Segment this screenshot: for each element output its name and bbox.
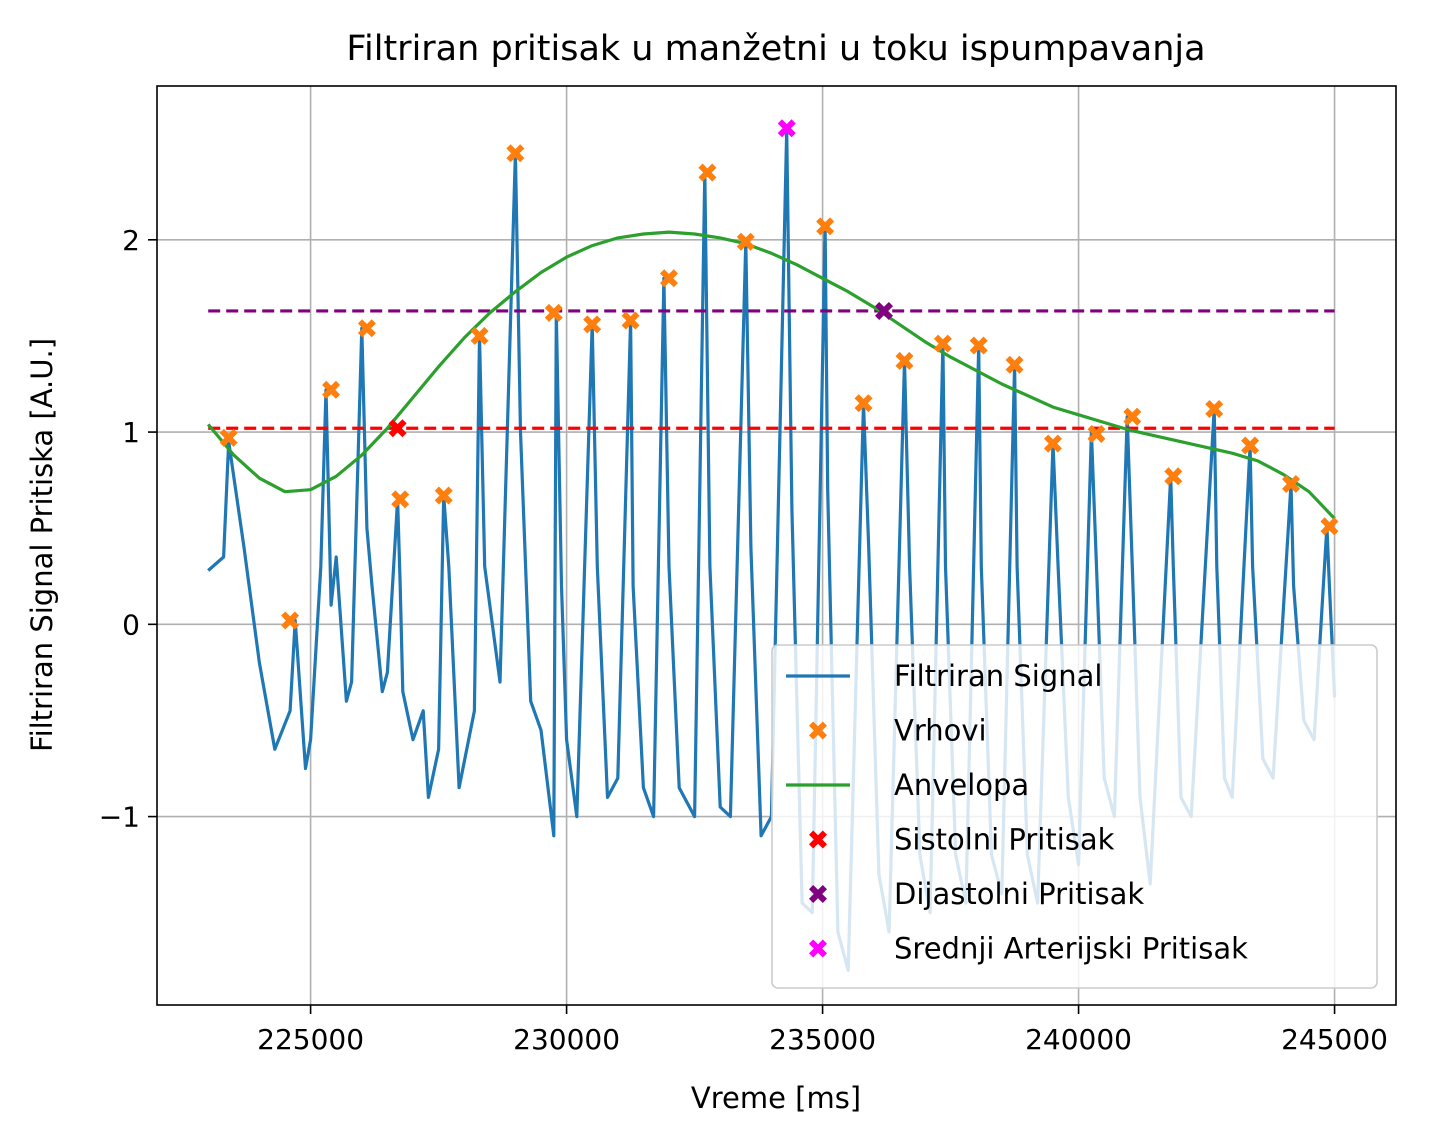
legend-x-swatch — [809, 830, 827, 849]
peak-marker — [621, 311, 640, 330]
peak-marker — [1123, 407, 1142, 426]
peak-marker — [1087, 424, 1106, 443]
legend-label: Anvelopa — [894, 768, 1029, 802]
peak-marker — [1282, 474, 1301, 493]
peak-marker — [659, 269, 678, 288]
peak-marker — [854, 394, 873, 413]
peak-marker — [544, 303, 563, 322]
map-marker — [777, 119, 796, 138]
peak-marker — [391, 490, 410, 509]
chart-title: Filtriran pritisak u manžetni u toku isp… — [346, 29, 1205, 69]
legend-label: Filtriran Signal — [894, 659, 1102, 693]
peak-marker — [1320, 517, 1339, 536]
y-axis-label: Filtriran Signal Pritiska [A.U.] — [25, 338, 59, 752]
legend-label: Sistolni Pritisak — [894, 823, 1115, 857]
legend: Filtriran Signal Vrhovi Anvelopa Sistolni P… — [771, 644, 1378, 989]
legend-label: Vrhovi — [894, 714, 987, 748]
diastolic-marker — [875, 301, 894, 320]
x-tick-label: 235000 — [769, 1023, 876, 1056]
axes: 225000 230000 235000 240000 245000 −1 0 1 2 — [99, 85, 1397, 1056]
legend-x-swatch — [809, 885, 827, 903]
peak-marker — [219, 428, 238, 447]
peak-marker — [895, 351, 914, 370]
y-tick-label: −1 — [99, 801, 140, 834]
legend-x-swatch — [809, 939, 827, 958]
peak-marker — [1241, 436, 1260, 455]
peak-marker — [1164, 467, 1183, 486]
peak-marker — [583, 315, 602, 334]
axes-frame — [156, 85, 1397, 1006]
peak-marker — [322, 380, 341, 399]
envelope-line — [206, 230, 1336, 520]
x-axis-label: Vreme [ms] — [691, 1081, 861, 1115]
legend-label: Dijastolni Pritisak — [894, 877, 1144, 911]
legend-box — [771, 644, 1378, 989]
peak-marker — [933, 334, 952, 353]
peak-marker — [969, 336, 988, 355]
peak-marker — [736, 232, 755, 251]
y-tick-label: 1 — [122, 416, 140, 449]
y-tick-label: 0 — [122, 608, 140, 641]
systolic-marker — [388, 419, 407, 438]
legend-x-swatch — [809, 721, 827, 740]
x-tick-label: 230000 — [513, 1023, 620, 1056]
peak-marker — [1205, 399, 1224, 418]
peak-marker — [698, 163, 717, 182]
peak-marker — [506, 144, 525, 163]
peak-marker — [281, 611, 300, 630]
peak-marker — [1005, 355, 1024, 374]
peak-marker — [1043, 434, 1062, 453]
peak-marker — [470, 326, 489, 345]
x-tick-label: 245000 — [1281, 1023, 1388, 1056]
legend-label: Srednji Arterijski Pritisak — [894, 932, 1248, 966]
y-tick-label: 2 — [122, 224, 140, 257]
x-tick-label: 240000 — [1025, 1023, 1132, 1056]
peak-marker — [357, 319, 376, 338]
peak-marker — [434, 486, 453, 505]
peak-marker — [816, 217, 835, 236]
x-tick-label: 225000 — [257, 1023, 364, 1056]
